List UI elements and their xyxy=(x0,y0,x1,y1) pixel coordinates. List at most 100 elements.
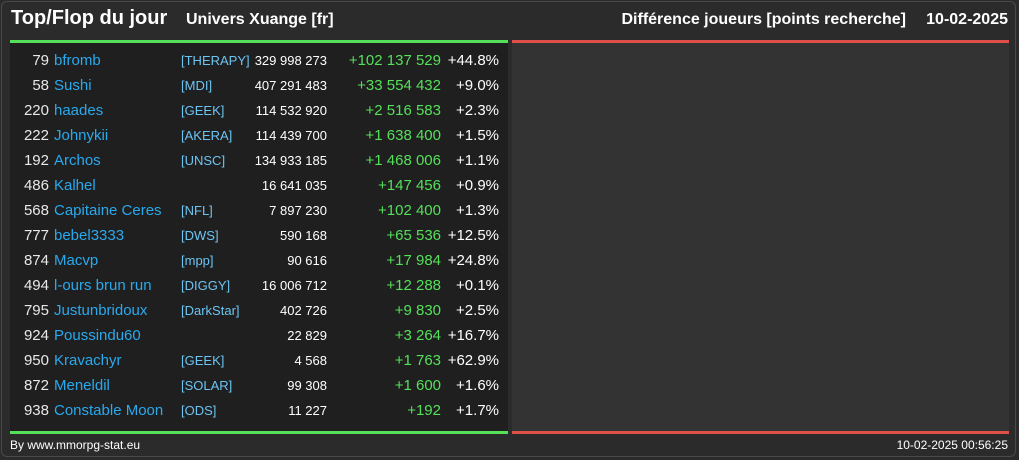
player-score: 114 439 700 xyxy=(255,128,327,143)
player-score: 11 227 xyxy=(288,403,327,418)
list-item: 950 Kravachyr [GEEK] 4 568 +1 763 +62.9% xyxy=(10,348,508,373)
score-difference: +192 xyxy=(407,402,441,419)
percent-change: +1.6% xyxy=(456,377,499,394)
top-bar-red xyxy=(512,40,1009,43)
player-name-link[interactable]: Poussindu60 xyxy=(54,327,141,344)
percent-change: +44.8% xyxy=(447,52,499,69)
player-rank: 938 xyxy=(23,402,49,419)
alliance-link[interactable]: [GEEK] xyxy=(181,103,225,118)
score-difference: +1 638 400 xyxy=(365,127,442,144)
flop-panel xyxy=(512,43,1009,431)
player-name-link[interactable]: Meneldil xyxy=(54,377,110,394)
player-rank: 486 xyxy=(23,177,49,194)
header: Top/Flop du jour Univers Xuange [fr] Dif… xyxy=(0,0,1019,40)
top-list: 79 bfromb [THERAPY] 329 998 273 +102 137 529… xyxy=(10,48,508,423)
alliance-link[interactable]: [GEEK] xyxy=(181,353,225,368)
credit-link[interactable]: By www.mmorpg-stat.eu xyxy=(10,438,141,452)
player-name-link[interactable]: Johnykii xyxy=(54,127,109,144)
player-score: 16 006 712 xyxy=(261,278,327,293)
player-score: 99 308 xyxy=(287,378,327,393)
list-item: 486 Kalhel 16 641 035 +147 456 +0.9% xyxy=(10,173,508,198)
list-item: 192 Archos [UNSC] 134 933 185 +1 468 006 +1.1… xyxy=(10,148,508,173)
percent-change: +2.3% xyxy=(456,102,499,119)
timestamp: 10-02-2025 00:56:25 xyxy=(896,438,1008,452)
date-label: 10-02-2025 xyxy=(926,11,1008,28)
score-difference: +65 536 xyxy=(386,227,441,244)
list-item: 79 bfromb [THERAPY] 329 998 273 +102 137 529… xyxy=(10,48,508,73)
list-item: 58 Sushi [MDI] 407 291 483 +33 554 432 +9.0% xyxy=(10,73,508,98)
alliance-link[interactable]: [THERAPY] xyxy=(181,53,250,68)
player-rank: 222 xyxy=(23,127,49,144)
list-item: 568 Capitaine Ceres [NFL] 7 897 230 +102 400… xyxy=(10,198,508,223)
metric-label: Différence joueurs [points recherche] xyxy=(621,11,906,28)
player-rank: 795 xyxy=(23,302,49,319)
alliance-link[interactable]: [NFL] xyxy=(181,203,213,218)
alliance-link[interactable]: [SOLAR] xyxy=(181,378,233,393)
percent-change: +2.5% xyxy=(456,302,499,319)
score-difference: +1 600 xyxy=(394,377,441,394)
list-item: 874 Macvp [mpp] 90 616 +17 984 +24.8% xyxy=(10,248,508,273)
percent-change: +9.0% xyxy=(456,77,499,94)
player-rank: 568 xyxy=(23,202,49,219)
list-item: 938 Constable Moon [ODS] 11 227 +192 +1.7% xyxy=(10,398,508,423)
score-difference: +3 264 xyxy=(394,327,441,344)
list-item: 222 Johnykii [AKERA] 114 439 700 +1 638 400 +… xyxy=(10,123,508,148)
percent-change: +1.7% xyxy=(456,402,499,419)
alliance-link[interactable]: [DarkStar] xyxy=(181,303,240,318)
player-name-link[interactable]: Macvp xyxy=(54,252,99,269)
player-name-link[interactable]: Kravachyr xyxy=(54,352,122,369)
percent-change: +0.1% xyxy=(456,277,499,294)
player-score: 114 532 920 xyxy=(255,103,327,118)
list-item: 220 haades [GEEK] 114 532 920 +2 516 583 +2.3… xyxy=(10,98,508,123)
bottom-bar-green xyxy=(10,431,508,434)
player-score: 590 168 xyxy=(280,228,327,243)
alliance-link[interactable]: [DWS] xyxy=(181,228,219,243)
player-score: 7 897 230 xyxy=(269,203,327,218)
percent-change: +1.3% xyxy=(456,202,499,219)
score-difference: +1 468 006 xyxy=(365,152,442,169)
player-name-link[interactable]: Capitaine Ceres xyxy=(54,202,162,219)
player-rank: 777 xyxy=(23,227,49,244)
list-item: 872 Meneldil [SOLAR] 99 308 +1 600 +1.6% xyxy=(10,373,508,398)
player-rank: 79 xyxy=(32,52,49,69)
alliance-link[interactable]: [ODS] xyxy=(181,403,217,418)
score-difference: +2 516 583 xyxy=(365,102,442,119)
score-difference: +9 830 xyxy=(394,302,441,319)
top-panel xyxy=(10,43,508,431)
player-name-link[interactable]: haades xyxy=(54,102,104,119)
alliance-link[interactable]: [MDI] xyxy=(181,78,213,93)
universe-label: Univers Xuange [fr] xyxy=(186,11,334,28)
score-difference: +1 763 xyxy=(394,352,441,369)
player-name-link[interactable]: Kalhel xyxy=(54,177,96,194)
player-score: 22 829 xyxy=(287,328,327,343)
percent-change: +1.1% xyxy=(456,152,499,169)
percent-change: +16.7% xyxy=(447,327,499,344)
player-name-link[interactable]: bebel3333 xyxy=(54,227,125,244)
page-title: Top/Flop du jour xyxy=(11,7,168,29)
percent-change: +0.9% xyxy=(456,177,499,194)
score-difference: +102 137 529 xyxy=(348,52,441,69)
score-difference: +147 456 xyxy=(378,177,441,194)
player-name-link[interactable]: Justunbridoux xyxy=(54,302,148,319)
player-score: 134 933 185 xyxy=(254,153,327,168)
player-name-link[interactable]: Sushi xyxy=(54,77,92,94)
player-name-link[interactable]: bfromb xyxy=(54,52,101,69)
player-rank: 220 xyxy=(23,102,49,119)
player-name-link[interactable]: l-ours brun run xyxy=(54,277,152,294)
percent-change: +1.5% xyxy=(456,127,499,144)
player-score: 407 291 483 xyxy=(254,78,327,93)
alliance-link[interactable]: [UNSC] xyxy=(181,153,226,168)
player-name-link[interactable]: Constable Moon xyxy=(54,402,164,419)
bottom-bar-red xyxy=(512,431,1009,434)
player-rank: 192 xyxy=(23,152,49,169)
player-rank: 874 xyxy=(23,252,49,269)
score-difference: +12 288 xyxy=(386,277,441,294)
player-name-link[interactable]: Archos xyxy=(54,152,101,169)
alliance-link[interactable]: [AKERA] xyxy=(181,128,233,143)
list-item: 494 l-ours brun run [DIGGY] 16 006 712 +12 2… xyxy=(10,273,508,298)
player-rank: 494 xyxy=(23,277,49,294)
list-item: 777 bebel3333 [DWS] 590 168 +65 536 +12.5% xyxy=(10,223,508,248)
alliance-link[interactable]: [mpp] xyxy=(181,253,214,268)
alliance-link[interactable]: [DIGGY] xyxy=(181,278,231,293)
player-score: 329 998 273 xyxy=(254,53,327,68)
